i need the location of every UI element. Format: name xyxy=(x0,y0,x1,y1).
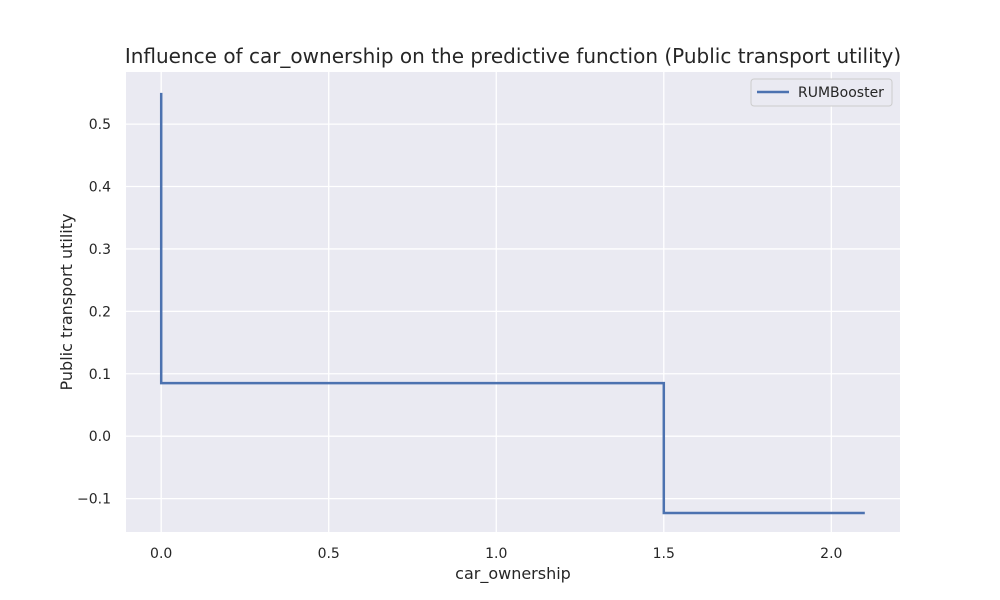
y-tick-label: 0.1 xyxy=(89,367,111,383)
y-tick-label: 0.5 xyxy=(89,117,111,133)
plot-area xyxy=(126,72,900,532)
x-tick-labels: 0.0 0.5 1.0 1.5 2.0 xyxy=(150,546,842,562)
y-tick-label: 0.2 xyxy=(89,304,111,320)
x-axis-label: car_ownership xyxy=(455,564,571,584)
legend-box xyxy=(750,78,893,107)
y-tick-label: −0.1 xyxy=(77,492,111,508)
x-tick-label: 1.5 xyxy=(653,546,675,562)
series-line xyxy=(159,92,865,515)
chart-title: Influence of car_ownership on the predic… xyxy=(125,44,901,68)
y-tick-label: 0.3 xyxy=(89,242,111,258)
y-tick-labels: −0.1 0.0 0.1 0.2 0.3 0.4 0.5 xyxy=(77,117,111,507)
series-group xyxy=(159,92,865,515)
grid-lines xyxy=(126,72,900,532)
x-tick-label: 0.5 xyxy=(318,546,340,562)
x-tick-label: 0.0 xyxy=(150,546,172,562)
y-tick-label: 0.0 xyxy=(89,429,111,445)
y-axis-label: Public transport utility xyxy=(57,214,76,391)
legend-label: RUMBooster xyxy=(798,85,884,101)
x-tick-label: 1.0 xyxy=(485,546,507,562)
x-tick-label: 2.0 xyxy=(820,546,842,562)
y-tick-label: 0.4 xyxy=(89,180,111,196)
legend: RUMBooster xyxy=(750,78,893,107)
